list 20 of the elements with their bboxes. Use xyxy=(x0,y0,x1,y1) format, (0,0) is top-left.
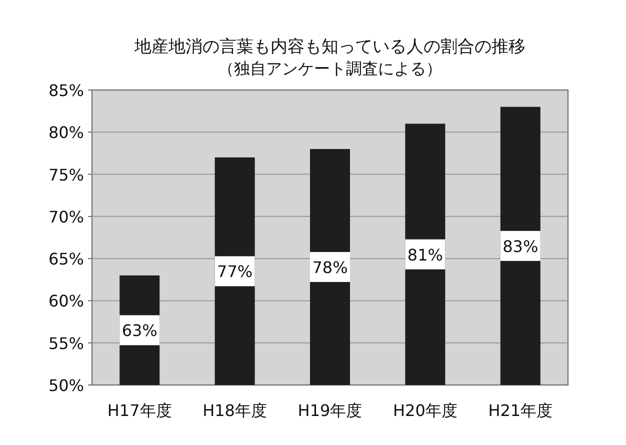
chart-subtitle: （独自アンケート調査による） xyxy=(218,59,442,78)
data-label: 78% xyxy=(312,258,348,277)
x-tick-label: H21年度 xyxy=(488,401,553,420)
y-tick-label: 50% xyxy=(48,376,84,395)
y-tick-label: 85% xyxy=(48,81,84,100)
y-tick-label: 65% xyxy=(48,250,84,269)
y-tick-label: 60% xyxy=(48,292,84,311)
data-label: 77% xyxy=(217,262,253,282)
x-tick-label: H19年度 xyxy=(298,401,362,420)
y-tick-label: 75% xyxy=(48,165,84,184)
y-tick-label: 80% xyxy=(48,123,84,142)
data-label: 81% xyxy=(407,245,443,264)
data-label: 83% xyxy=(502,236,538,256)
y-tick-label: 70% xyxy=(48,207,84,226)
data-label: 63% xyxy=(122,321,158,340)
chart-title: 地産地消の言葉も内容も知っている人の割合の推移 xyxy=(134,37,526,57)
y-tick-label: 55% xyxy=(48,334,84,353)
x-tick-label: H17年度 xyxy=(107,401,172,420)
x-tick-label: H18年度 xyxy=(202,401,267,420)
x-tick-label: H20年度 xyxy=(393,401,458,420)
